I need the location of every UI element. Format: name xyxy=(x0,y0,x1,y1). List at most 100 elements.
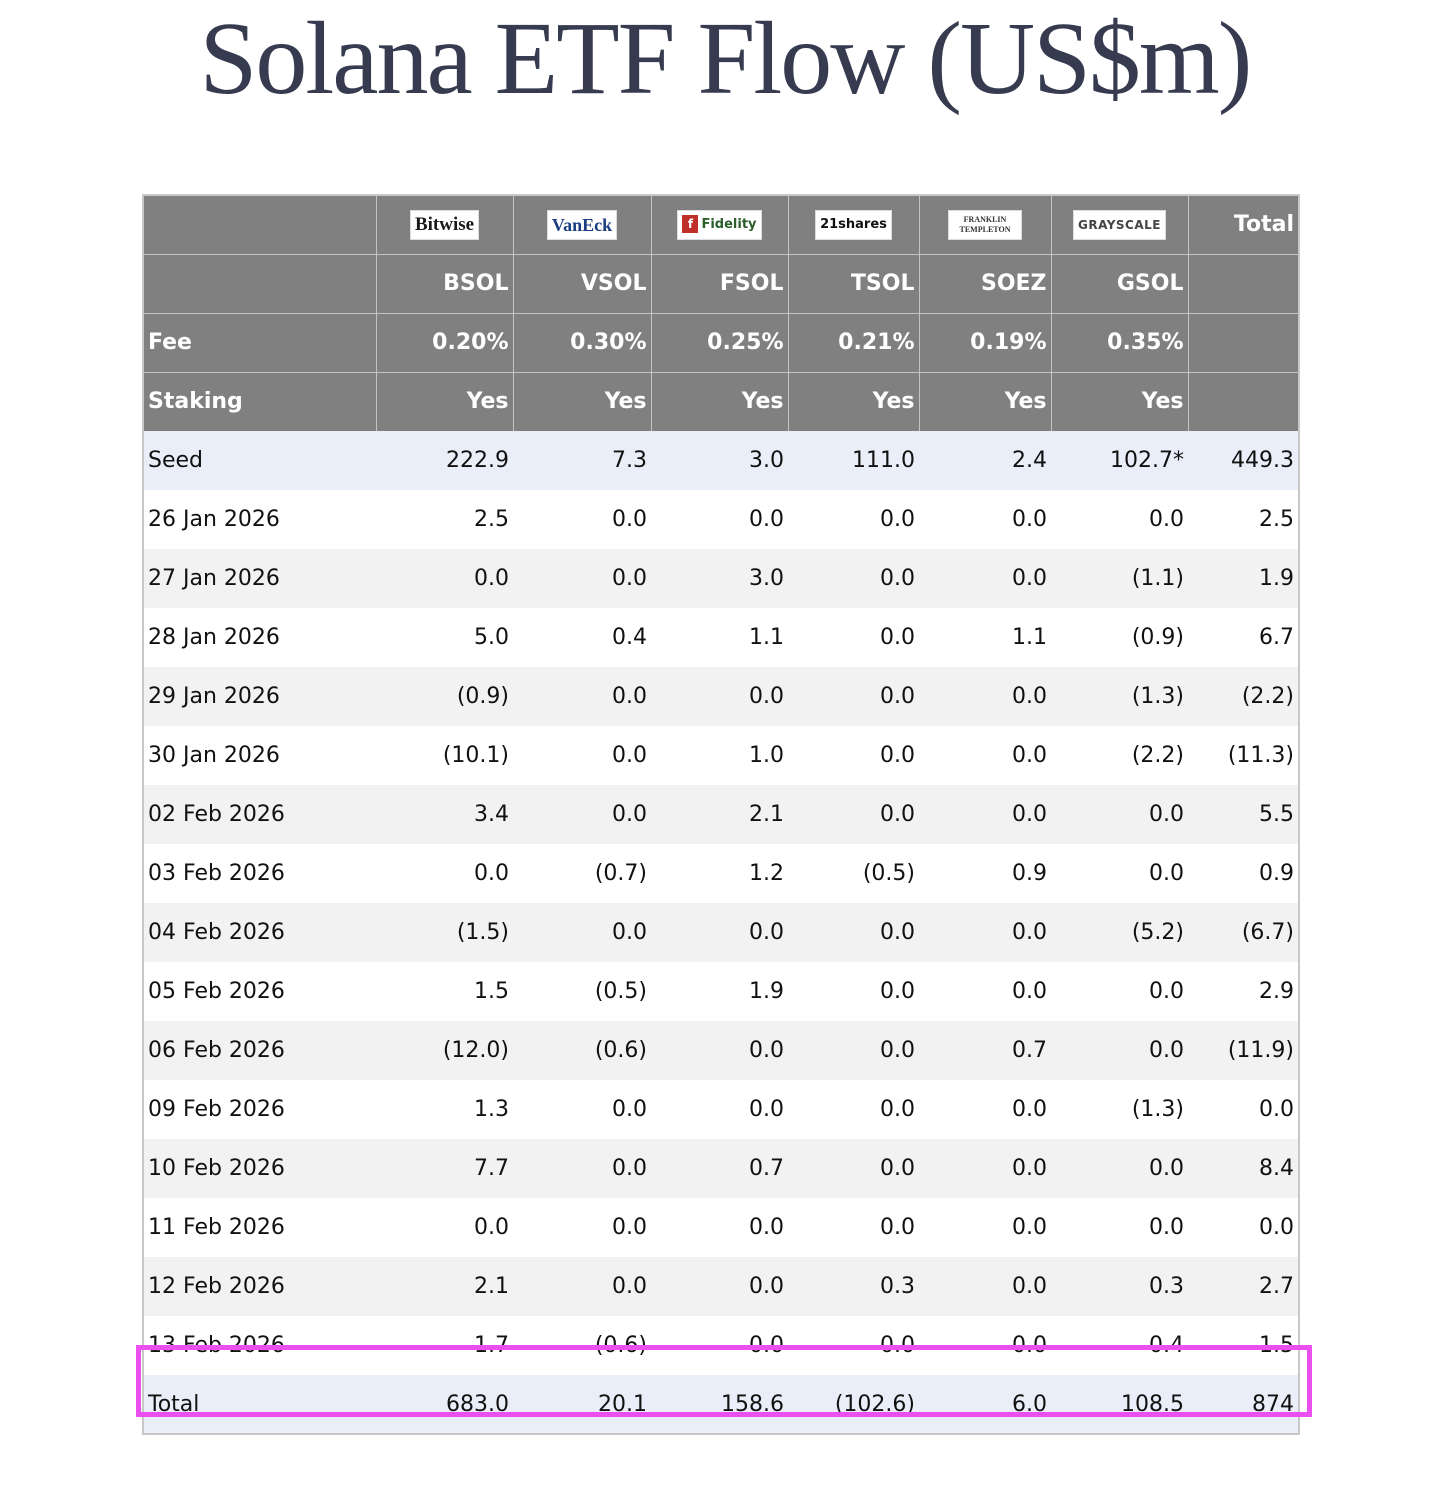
table-row: 04 Feb 2026 (1.5) 0.0 0.0 0.0 0.0 (5.2) (6.7) xyxy=(143,903,1299,962)
flow-cell: (1.1) xyxy=(1051,549,1188,608)
flow-cell: 0.0 xyxy=(1051,785,1188,844)
flow-cell: 0.0 xyxy=(513,1198,651,1257)
flow-cell: 0.0 xyxy=(651,1316,788,1375)
flow-cell: 0.4 xyxy=(1051,1316,1188,1375)
flow-cell: 0.0 xyxy=(513,785,651,844)
seed-row: Seed 222.9 7.3 3.0 111.0 2.4 102.7* 449.3 xyxy=(143,431,1299,490)
franklin-logo-cell: FRANKLIN TEMPLETON xyxy=(919,195,1052,255)
row-total-cell: 2.7 xyxy=(1188,1257,1299,1316)
flow-cell: 0.0 xyxy=(788,490,919,549)
flow-cell: (1.3) xyxy=(1051,1080,1188,1139)
ticker-label-cell xyxy=(143,254,377,314)
bitwise-logo: Bitwise xyxy=(409,209,480,240)
row-label: Seed xyxy=(143,431,376,490)
flow-cell: 0.0 xyxy=(651,1080,788,1139)
total-header: Total xyxy=(1188,195,1299,255)
flow-cell: 0.0 xyxy=(513,667,651,726)
flow-cell: 0.3 xyxy=(788,1257,919,1316)
flow-cell: (0.7) xyxy=(513,844,651,903)
fee-cell: 0.35% xyxy=(1051,313,1189,373)
flow-cell: (0.5) xyxy=(513,962,651,1021)
flow-cell: 0.0 xyxy=(513,1080,651,1139)
row-total-cell: 5.5 xyxy=(1188,785,1299,844)
flow-cell: 0.7 xyxy=(919,1021,1051,1080)
flow-cell: 0.0 xyxy=(651,1021,788,1080)
flow-cell: 1.0 xyxy=(651,726,788,785)
grayscale-logo: GRAYSCALE xyxy=(1073,209,1166,240)
21shares-logo: 21shares xyxy=(815,209,892,240)
row-total-cell: 1.5 xyxy=(1188,1316,1299,1375)
staking-cell: Yes xyxy=(651,372,789,431)
row-total-cell: (6.7) xyxy=(1188,903,1299,962)
fidelity-logo: f Fidelity xyxy=(677,209,762,240)
flow-cell: 0.0 xyxy=(788,962,919,1021)
bitwise-logo-cell: Bitwise xyxy=(376,195,514,255)
flow-cell: 0.0 xyxy=(1051,962,1188,1021)
flow-cell: (0.6) xyxy=(513,1021,651,1080)
flow-cell: 0.0 xyxy=(919,1080,1051,1139)
flow-cell: 0.0 xyxy=(919,1198,1051,1257)
flow-cell: 1.5 xyxy=(376,962,513,1021)
row-total-cell: 8.4 xyxy=(1188,1139,1299,1198)
row-label: 05 Feb 2026 xyxy=(143,962,376,1021)
row-label: 06 Feb 2026 xyxy=(143,1021,376,1080)
flow-cell: 0.0 xyxy=(788,785,919,844)
flow-cell: 0.0 xyxy=(788,549,919,608)
table-row: 29 Jan 2026 (0.9) 0.0 0.0 0.0 0.0 (1.3) (2.2) xyxy=(143,667,1299,726)
row-total-cell: (11.9) xyxy=(1188,1021,1299,1080)
flow-cell: 0.0 xyxy=(919,1139,1051,1198)
flow-cell: (0.9) xyxy=(1051,608,1188,667)
fidelity-logo-cell: f Fidelity xyxy=(651,195,789,255)
flow-cell: (2.2) xyxy=(1051,726,1188,785)
corner-cell xyxy=(143,195,377,255)
row-label: 13 Feb 2026 xyxy=(143,1316,376,1375)
table-row: 02 Feb 2026 3.4 0.0 2.1 0.0 0.0 0.0 5.5 xyxy=(143,785,1299,844)
flow-cell: (10.1) xyxy=(376,726,513,785)
ticker-row: BSOL VSOL FSOL TSOL SOEZ GSOL xyxy=(143,254,1299,314)
flow-cell: 222.9 xyxy=(376,431,513,490)
flow-cell: 1.7 xyxy=(376,1316,513,1375)
flow-cell: 0.0 xyxy=(919,549,1051,608)
ticker-total-cell xyxy=(1188,254,1299,314)
flow-cell: 0.0 xyxy=(919,903,1051,962)
flow-cell: 0.0 xyxy=(919,1257,1051,1316)
flow-cell: 0.0 xyxy=(788,1139,919,1198)
flow-cell: 0.0 xyxy=(919,1316,1051,1375)
flow-cell: 0.0 xyxy=(1051,1139,1188,1198)
flow-cell: 0.0 xyxy=(651,490,788,549)
row-label: 04 Feb 2026 xyxy=(143,903,376,962)
flow-cell: 0.0 xyxy=(788,1021,919,1080)
row-label: 11 Feb 2026 xyxy=(143,1198,376,1257)
grayscale-logo-cell: GRAYSCALE xyxy=(1051,195,1189,255)
row-total-cell: 449.3 xyxy=(1188,431,1299,490)
table-row-highlighted: 13 Feb 2026 1.7 (0.6) 0.0 0.0 0.0 0.4 1.5 xyxy=(143,1316,1299,1375)
flow-cell: (1.5) xyxy=(376,903,513,962)
row-total-cell: 2.9 xyxy=(1188,962,1299,1021)
table-row: 10 Feb 2026 7.7 0.0 0.7 0.0 0.0 0.0 8.4 xyxy=(143,1139,1299,1198)
flow-cell: 0.0 xyxy=(376,1198,513,1257)
fee-row: Fee 0.20% 0.30% 0.25% 0.21% 0.19% 0.35% xyxy=(143,313,1299,373)
vaneck-logo-cell: VanEck xyxy=(513,195,652,255)
flow-cell: 5.0 xyxy=(376,608,513,667)
row-total-cell: 874 xyxy=(1188,1375,1299,1434)
staking-cell: Yes xyxy=(919,372,1052,431)
etf-flow-table: Bitwise VanEck f Fidelity 21shares FRANKL… xyxy=(142,194,1300,1435)
flow-cell: 0.4 xyxy=(513,608,651,667)
row-label: 30 Jan 2026 xyxy=(143,726,376,785)
flow-cell: 0.0 xyxy=(919,962,1051,1021)
flow-cell: 0.0 xyxy=(513,490,651,549)
fee-cell: 0.21% xyxy=(788,313,920,373)
row-label: 28 Jan 2026 xyxy=(143,608,376,667)
flow-cell: 1.3 xyxy=(376,1080,513,1139)
row-label: 27 Jan 2026 xyxy=(143,549,376,608)
flow-cell: 683.0 xyxy=(376,1375,513,1434)
row-label: 10 Feb 2026 xyxy=(143,1139,376,1198)
ticker-cell: GSOL xyxy=(1051,254,1189,314)
flow-cell: (12.0) xyxy=(376,1021,513,1080)
flow-cell: 0.0 xyxy=(376,844,513,903)
table-row: 05 Feb 2026 1.5 (0.5) 1.9 0.0 0.0 0.0 2.9 xyxy=(143,962,1299,1021)
row-total-cell: 6.7 xyxy=(1188,608,1299,667)
flow-cell: 2.1 xyxy=(376,1257,513,1316)
flow-cell: 0.0 xyxy=(788,1316,919,1375)
flow-cell: 0.0 xyxy=(788,667,919,726)
